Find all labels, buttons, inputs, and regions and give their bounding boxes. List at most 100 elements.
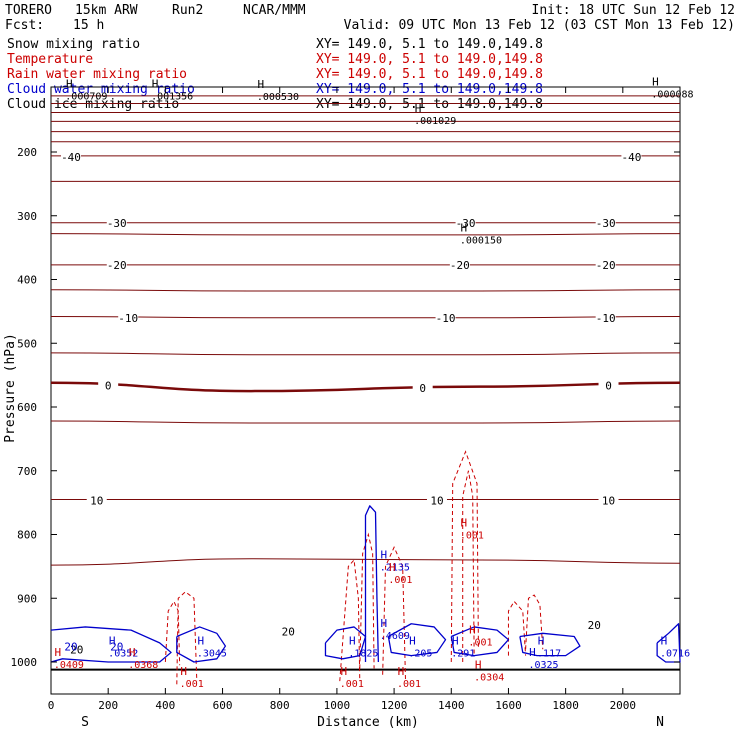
rain-water-contours: [164, 450, 544, 685]
high-marker: H: [180, 665, 187, 678]
isotherm-label: -40: [61, 151, 81, 164]
high-marker: H: [652, 75, 659, 88]
label-background: [98, 379, 119, 391]
header-init: Init: 18 UTC Sun 12 Feb 12: [532, 3, 736, 18]
temperature-isotherms: [50, 95, 681, 671]
legend-item-name: Cloud water mixing ratio: [7, 82, 195, 97]
x-tick-label: 600: [213, 699, 233, 712]
label-background: [621, 151, 642, 163]
high-marker: H: [380, 617, 387, 630]
legend: Snow mixing ratio XY= 149.0, 5.1 to 149.0…: [7, 37, 543, 112]
rain-contour: [382, 546, 407, 682]
label-background: [598, 494, 619, 506]
high-value-label: .205: [408, 648, 432, 659]
high-value-label: .000150: [460, 235, 502, 246]
x-tick-label: 400: [155, 699, 175, 712]
cloud-contour: [324, 626, 367, 660]
rain-contour: [525, 594, 544, 650]
label-background: [449, 258, 470, 270]
isotherm-label: 0: [605, 379, 612, 392]
high-marker: H: [398, 665, 405, 678]
isotherm--10: [50, 315, 681, 319]
high-marker: H: [475, 659, 482, 672]
x-tick-label: 1000: [324, 699, 351, 712]
cloud-contour: [387, 623, 447, 657]
isotherm--5: [50, 352, 681, 356]
x-tick-label: 1200: [381, 699, 408, 712]
isotherm--25: [50, 233, 681, 236]
x-tick-label: 200: [98, 699, 118, 712]
high-value-label: .000530: [257, 92, 299, 103]
isotherm--15: [50, 289, 681, 292]
rain-contour: [507, 600, 527, 656]
high-value-label: .0352: [108, 648, 138, 659]
isotherm-label: -10: [118, 312, 138, 325]
label-background: [118, 311, 139, 323]
rain-contour: [359, 532, 375, 669]
high-marker: H: [349, 634, 356, 647]
contour-value-label: 20: [110, 641, 123, 654]
cloud-water-contours: [50, 505, 681, 663]
header-org: NCAR/MMM: [243, 3, 306, 18]
y-tick-label: 300: [17, 210, 37, 223]
legend-item-name: Temperature: [7, 52, 93, 67]
x-tick-label: 0: [48, 699, 55, 712]
label-background: [106, 216, 127, 228]
high-value-label: .3045: [197, 648, 227, 659]
high-marker: H: [258, 78, 265, 91]
cloud-contour: [176, 626, 227, 663]
high-value-label: .001: [340, 679, 364, 690]
high-marker: H: [152, 77, 159, 90]
isotherm-label: -20: [596, 259, 616, 272]
header-config: 15km ARW: [75, 3, 138, 18]
high-value-label: .0716: [660, 648, 690, 659]
isotherm-label: 10: [430, 495, 443, 508]
contour-value-label: 20: [64, 641, 77, 654]
high-value-label: .001: [460, 531, 484, 542]
legend-item-name: Snow mixing ratio: [7, 37, 140, 52]
legend-item-xy: XY= 149.0, 5.1 to 149.0,149.8: [316, 82, 543, 97]
legend-item-name: Rain water mixing ratio: [7, 67, 187, 82]
high-marker: H: [380, 548, 387, 561]
header-fcst-value: 15 h: [73, 18, 104, 33]
cloud-contour: [50, 626, 172, 663]
high-value-label: .000709: [65, 91, 107, 102]
label-background: [66, 643, 87, 655]
high-value-label: .0325: [528, 660, 558, 671]
label-background: [426, 494, 447, 506]
high-value-label: .0368: [128, 660, 158, 671]
x-tick-label: 1600: [495, 699, 522, 712]
x-tick-label: 2000: [610, 699, 637, 712]
label-background: [455, 216, 476, 228]
legend-item-xy: XY= 149.0, 5.1 to 149.0,149.8: [316, 67, 543, 82]
y-tick-label: 1000: [11, 656, 38, 669]
legend-item-xy: XY= 149.0, 5.1 to 149.0,149.8: [316, 97, 543, 112]
high-value-label: .291: [451, 648, 475, 659]
isotherm-label: 10: [90, 495, 103, 508]
high-value-label: .0409: [54, 660, 84, 671]
isotherm-label: -30: [456, 217, 476, 230]
high-value-label: .001: [388, 575, 412, 586]
high-marker: H: [661, 634, 668, 647]
label-background: [412, 381, 433, 393]
high-value-label: .001: [180, 679, 204, 690]
x-tick-label: 1400: [438, 699, 465, 712]
high-marker: H: [129, 646, 136, 659]
plot-frame: [50, 86, 681, 695]
legend-item-name: Cloud ice mixing ratio: [7, 97, 179, 112]
high-value-label: .001356: [151, 91, 193, 102]
high-value-label: .117: [537, 648, 561, 659]
x-end-label-right: N: [656, 715, 664, 730]
isotherm-label: -30: [596, 217, 616, 230]
high-marker: H: [55, 646, 62, 659]
isotherm-label: 20: [70, 643, 83, 656]
y-tick-label: 700: [17, 465, 37, 478]
high-marker: H: [198, 634, 205, 647]
label-background: [584, 619, 605, 631]
high-marker: H: [529, 646, 536, 659]
label-background: [595, 258, 616, 270]
high-value-label: .001: [468, 638, 492, 649]
